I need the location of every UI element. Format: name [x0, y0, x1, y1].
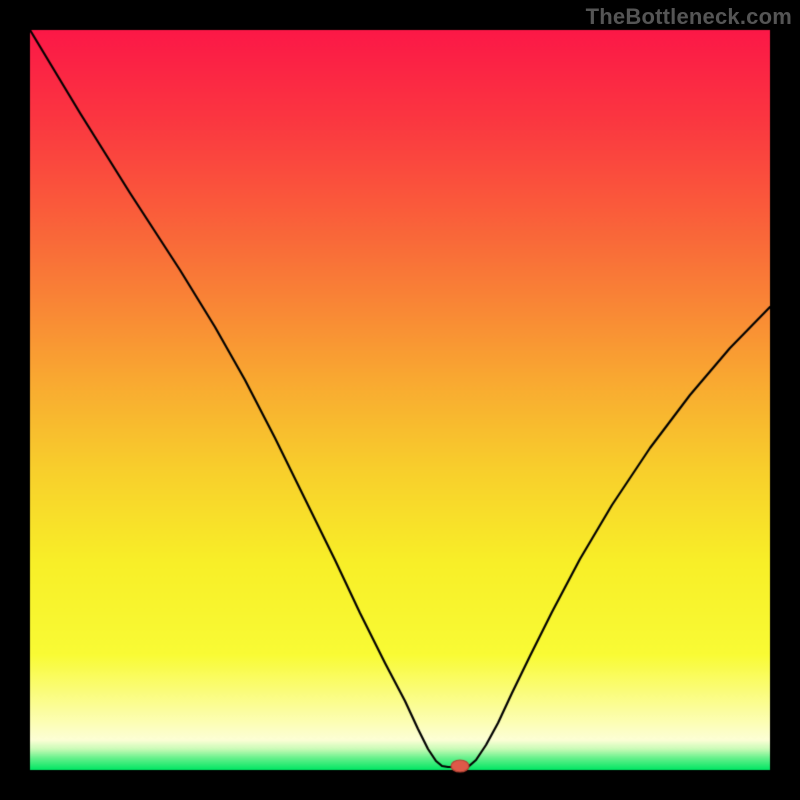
- watermark-text: TheBottleneck.com: [586, 4, 792, 30]
- chart-canvas: [0, 0, 800, 800]
- chart-stage: TheBottleneck.com: [0, 0, 800, 800]
